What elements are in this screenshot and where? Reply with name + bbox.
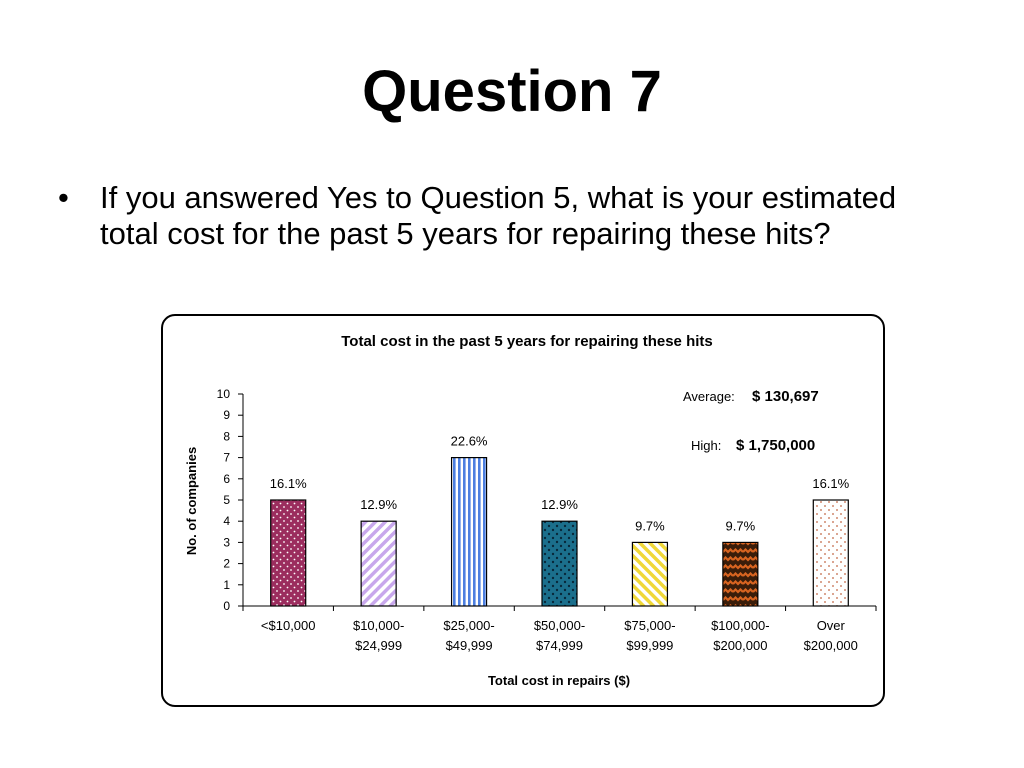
x-axis-label: Total cost in repairs ($)	[488, 673, 630, 688]
data-label: 9.7%	[726, 518, 756, 533]
average-value: $ 130,697	[752, 388, 819, 405]
category-label: $10,000-	[353, 618, 404, 633]
chart-title: Total cost in the past 5 years for repai…	[341, 333, 712, 350]
bar	[360, 520, 397, 607]
y-tick-label: 2	[223, 557, 230, 571]
y-tick-label: 4	[223, 514, 230, 528]
bullet-text: If you answered Yes to Question 5, what …	[100, 180, 897, 251]
data-label: 12.9%	[360, 497, 397, 512]
category-label: $100,000-	[711, 618, 770, 633]
bar-chart: Total cost in the past 5 years for repai…	[184, 333, 877, 688]
y-tick-label: 8	[223, 429, 230, 443]
bar	[270, 499, 307, 607]
category-label: $50,000-	[534, 618, 585, 633]
chart-frame: Total cost in the past 5 years for repai…	[161, 314, 885, 707]
average-label: Average:	[683, 389, 735, 404]
slide-title: Question 7	[362, 59, 662, 124]
bullet-icon: •	[58, 180, 69, 215]
high-value: $ 1,750,000	[736, 437, 815, 454]
y-tick-label: 3	[223, 535, 230, 549]
y-tick-label: 1	[223, 578, 230, 592]
y-tick-label: 7	[223, 451, 230, 465]
category-label: $25,000-	[443, 618, 494, 633]
data-label: 9.7%	[635, 518, 665, 533]
high-label: High:	[691, 438, 721, 453]
category-label: Over	[817, 618, 846, 633]
y-tick-label: 0	[223, 599, 230, 613]
data-label: 16.1%	[270, 476, 307, 491]
y-tick-label: 9	[223, 408, 230, 422]
bar	[722, 541, 759, 607]
y-axis-label: No. of companies	[184, 447, 199, 555]
bar	[541, 520, 578, 607]
y-tick-label: 10	[217, 387, 231, 401]
data-label: 12.9%	[541, 497, 578, 512]
category-label: $200,000	[713, 638, 767, 653]
data-label: 22.6%	[451, 434, 488, 449]
category-label: $49,999	[446, 638, 493, 653]
y-tick-label: 5	[223, 493, 230, 507]
bar	[631, 541, 669, 607]
category-label: $99,999	[626, 638, 673, 653]
bar	[812, 499, 849, 607]
category-label: $75,000-	[624, 618, 675, 633]
bar	[450, 457, 488, 607]
data-label: 16.1%	[812, 476, 849, 491]
category-label: $24,999	[355, 638, 402, 653]
category-label: $200,000	[804, 638, 858, 653]
category-label: <$10,000	[261, 618, 316, 633]
y-tick-label: 6	[223, 472, 230, 486]
bars-group: 16.1% <$10,000 12.9% $10,000- $24,999 22.6% $2…	[261, 434, 858, 653]
category-label: $74,999	[536, 638, 583, 653]
